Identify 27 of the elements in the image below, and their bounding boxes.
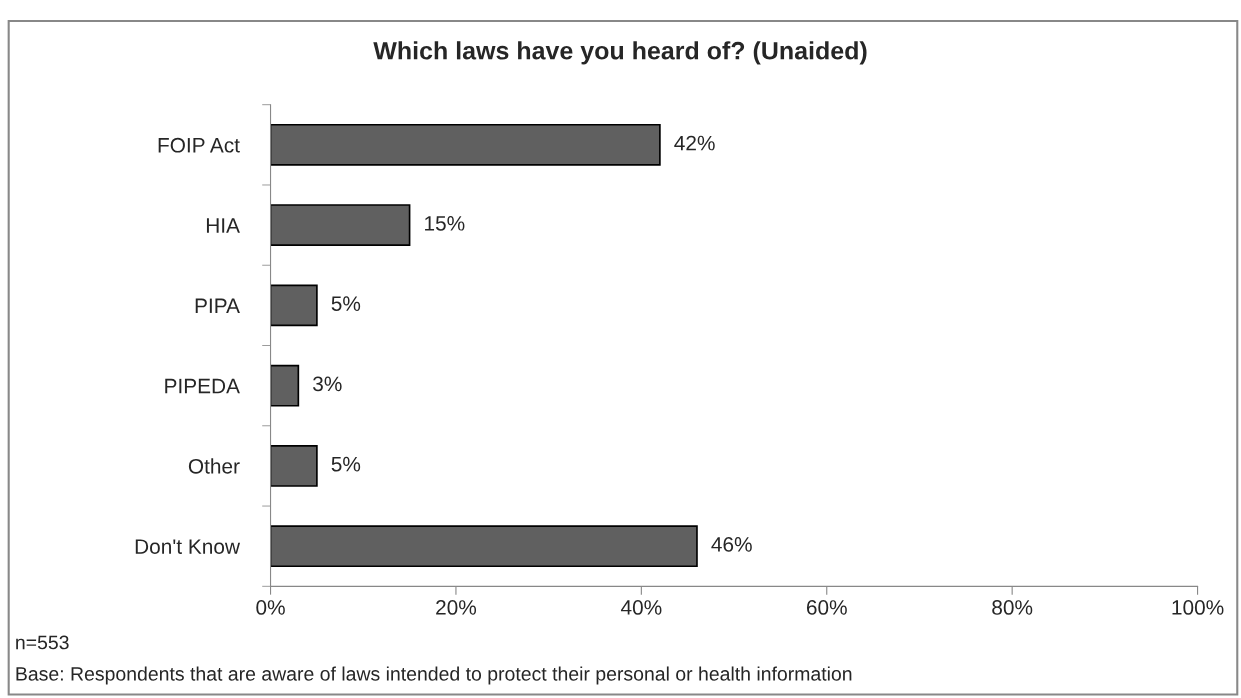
data-label: 42% xyxy=(674,135,715,151)
data-label: 5% xyxy=(331,296,361,311)
bar xyxy=(270,525,698,568)
chart-title: Which laws have you heard of? (Unaided) xyxy=(373,41,867,65)
data-label: 3% xyxy=(313,376,342,392)
x-tick-label: 100% xyxy=(1172,600,1224,615)
data-label: 15% xyxy=(425,216,465,231)
bar xyxy=(270,123,661,166)
bar xyxy=(270,204,411,247)
y-tick-label: Don't Know xyxy=(135,539,241,554)
text: Base: Respondents that are aware of laws intended to protect their personal or health information xyxy=(16,666,852,685)
y-tick-label: FOIP Act xyxy=(158,137,240,153)
data-label: 5% xyxy=(331,456,361,472)
y-tick-label: PIPA xyxy=(195,298,240,313)
bar xyxy=(270,445,318,487)
x-tick-label: 40% xyxy=(620,600,662,615)
y-tick-label: PIPEDA xyxy=(165,378,240,394)
bar xyxy=(270,364,300,407)
x-tick-label: 20% xyxy=(436,600,477,615)
y-tick-label: HIA xyxy=(206,218,240,233)
data-label: 46% xyxy=(711,537,752,552)
bar xyxy=(270,284,318,327)
text: n=553 xyxy=(16,635,69,650)
x-tick-label: 0% xyxy=(256,600,285,615)
y-tick-label: Other xyxy=(188,458,240,474)
x-tick-label: 80% xyxy=(992,600,1033,615)
x-tick-label: 60% xyxy=(806,600,847,615)
